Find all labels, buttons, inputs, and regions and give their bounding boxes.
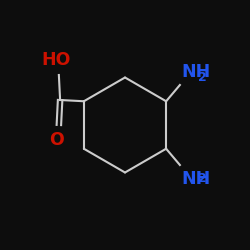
Text: NH: NH (181, 62, 210, 80)
Text: O: O (49, 131, 64, 149)
Text: 2: 2 (198, 172, 207, 184)
Text: NH: NH (181, 170, 210, 188)
Text: HO: HO (42, 51, 71, 69)
Text: 2: 2 (198, 70, 207, 84)
